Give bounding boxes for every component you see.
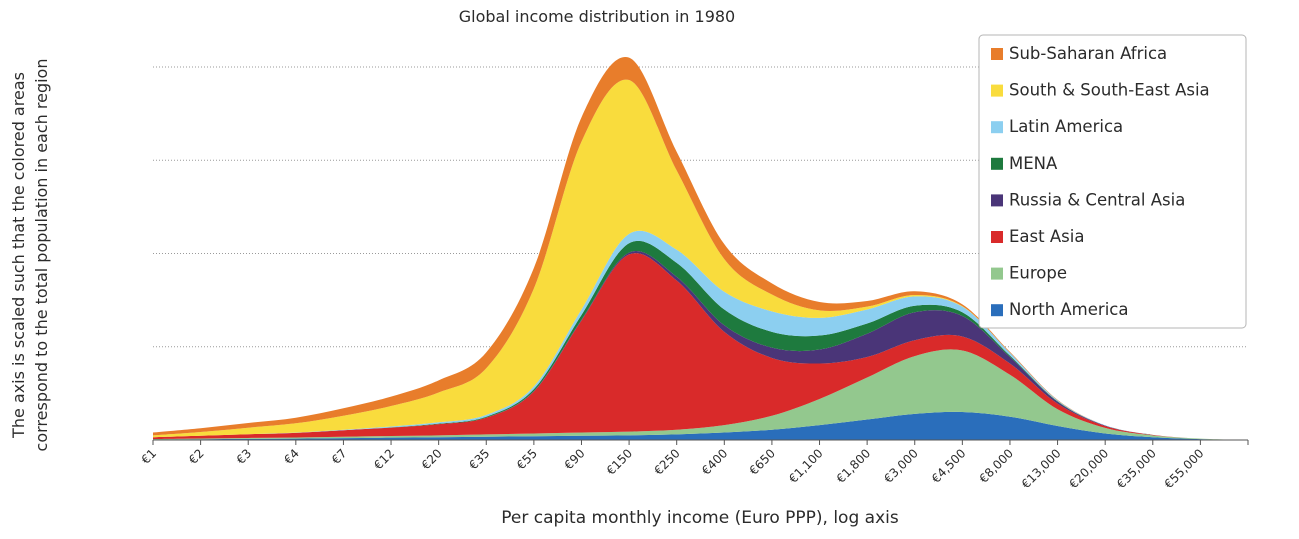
x-tick-label: €35	[466, 446, 492, 472]
x-tick-label: €20,000	[1066, 446, 1111, 491]
x-tick-label: €1	[138, 446, 159, 467]
legend-swatch-russia-central-asia	[991, 194, 1003, 207]
y-axis-label-line-2: correspond to the total population in ea…	[32, 59, 51, 452]
legend-frame	[978, 34, 1247, 329]
area-europe	[153, 349, 1248, 440]
area-south-south-east-asia	[153, 79, 1248, 440]
legend-label-sub-saharan-africa: Sub-Saharan Africa	[1009, 44, 1167, 63]
legend-swatch-mena	[991, 157, 1003, 170]
x-tick-label: €2	[186, 446, 207, 467]
x-axis-label: Per capita monthly income (Euro PPP), lo…	[501, 508, 899, 528]
legend-swatch-east-asia	[991, 231, 1003, 243]
x-tick-label: €55	[514, 446, 540, 472]
x-tick-label: €3,000	[881, 446, 921, 486]
legend: Sub-Saharan Africa South & South-East Asi…	[978, 34, 1247, 329]
legend-label-north-america: North America	[1009, 300, 1128, 319]
x-tick-label: €1,100	[786, 446, 826, 486]
series-areas	[153, 56, 1248, 440]
legend-swatch-sub-saharan-africa	[991, 48, 1003, 60]
legend-label-east-asia: East Asia	[1009, 227, 1084, 246]
x-tick-label: €3	[234, 446, 255, 467]
legend-swatch-north-america	[991, 304, 1003, 317]
legend-label-latin-america: Latin America	[1009, 117, 1123, 136]
x-tick-label: €4	[281, 446, 302, 467]
x-tick-label: €1,800	[834, 446, 874, 486]
x-tick-label: €7	[329, 446, 350, 467]
x-tick-label: €90	[562, 446, 588, 472]
x-tick-label: €12	[371, 446, 397, 472]
x-tick-label: €400	[699, 446, 730, 477]
legend-swatch-south-south-east-asia	[991, 84, 1003, 97]
legend-swatch-europe	[991, 267, 1003, 280]
legend-label-south-south-east-asia: South & South-East Asia	[1009, 81, 1210, 100]
x-tick-label: €4,500	[929, 446, 969, 486]
x-tick-label: €35,000	[1114, 446, 1159, 491]
area-east-asia	[153, 253, 1248, 440]
x-tick-label: €13,000	[1019, 446, 1064, 491]
x-axis: €1 €2 €3 €4 €7 €12 €20 €35 €55 €90 €150 €250 €400 €65…	[138, 439, 1249, 491]
x-tick-label: €20	[419, 446, 445, 472]
chart-title: Global income distribution in 1980	[459, 7, 735, 26]
area-north-america	[153, 411, 1248, 440]
legend-label-russia-central-asia: Russia & Central Asia	[1009, 190, 1185, 209]
x-tick-label: €55,000	[1162, 446, 1207, 491]
legend-label-europe: Europe	[1009, 264, 1067, 283]
x-tick-label: €150	[604, 446, 635, 477]
x-tick-label: €250	[651, 446, 682, 477]
legend-swatch-latin-america	[991, 121, 1003, 134]
x-tick-label: €8,000	[976, 446, 1016, 486]
x-tick-label: €650	[747, 446, 778, 477]
legend-label-mena: MENA	[1009, 154, 1058, 173]
y-axis-label-line-1: The axis is scaled such that the colored…	[9, 72, 28, 439]
area-latin-america	[153, 230, 1248, 440]
